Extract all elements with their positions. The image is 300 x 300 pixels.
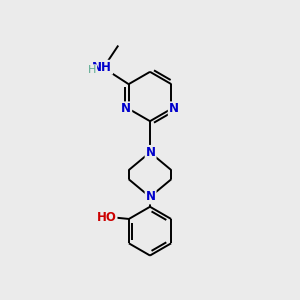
Text: N: N	[169, 102, 179, 115]
Text: N: N	[146, 190, 156, 203]
Text: HO: HO	[97, 211, 116, 224]
Text: N: N	[121, 102, 131, 115]
Text: H: H	[88, 65, 96, 75]
Text: N: N	[146, 146, 156, 159]
Text: NH: NH	[92, 61, 112, 74]
